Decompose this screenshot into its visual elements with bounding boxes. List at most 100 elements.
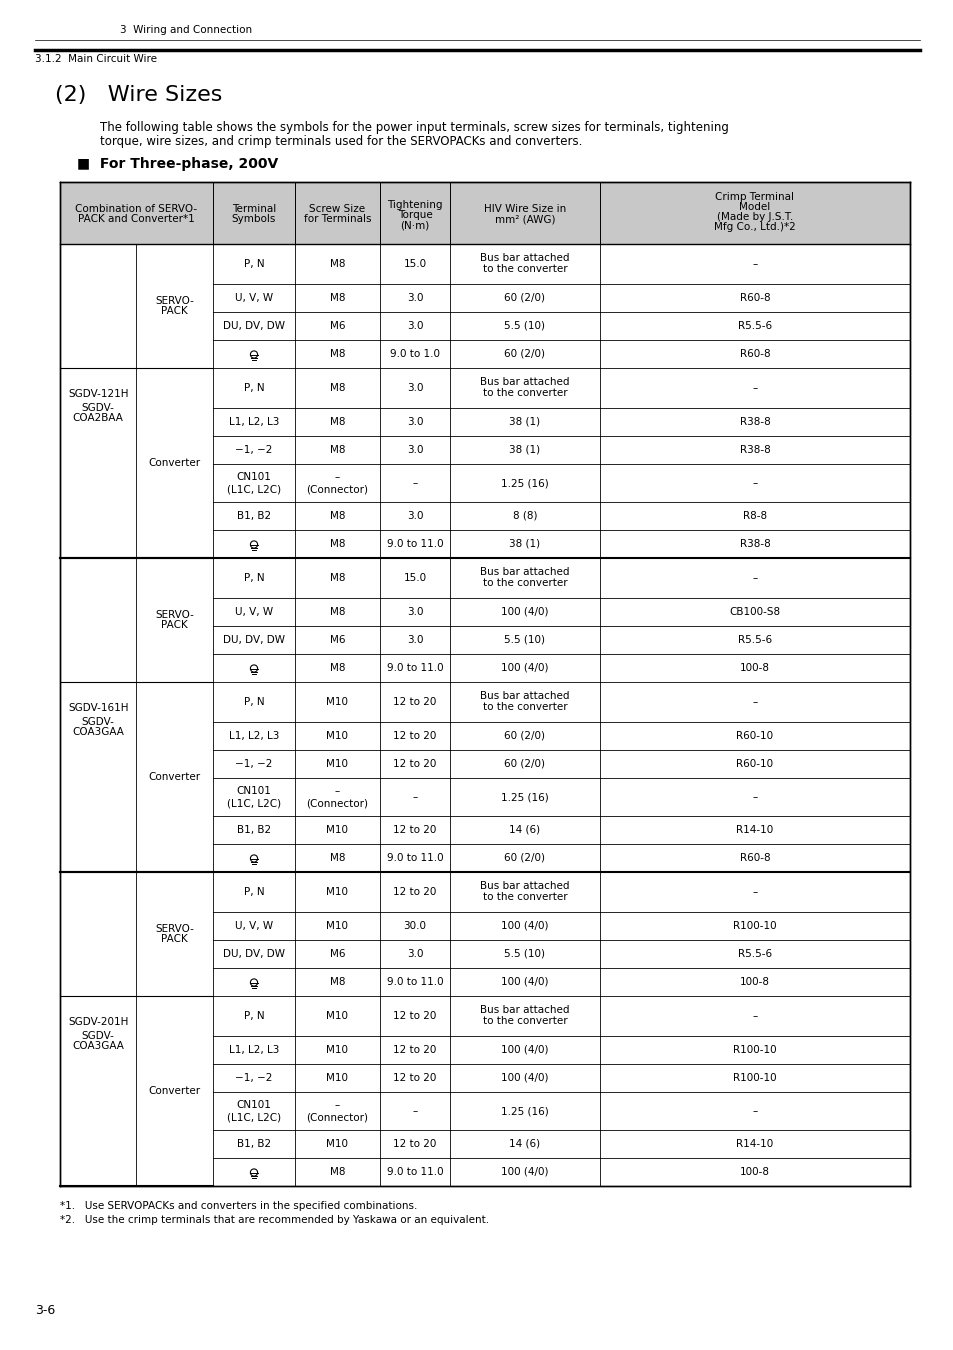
Text: 38 (1): 38 (1) bbox=[509, 417, 540, 427]
Text: R100-10: R100-10 bbox=[733, 921, 776, 931]
Text: COA3GAA: COA3GAA bbox=[72, 1041, 124, 1052]
Text: R14-10: R14-10 bbox=[736, 1139, 773, 1149]
Text: The following table shows the symbols for the power input terminals, screw sizes: The following table shows the symbols fo… bbox=[100, 122, 728, 135]
Text: R100-10: R100-10 bbox=[733, 1045, 776, 1054]
Text: R5.5-6: R5.5-6 bbox=[738, 321, 771, 331]
Text: 3.0: 3.0 bbox=[406, 446, 423, 455]
Text: 100 (4/0): 100 (4/0) bbox=[500, 1045, 548, 1054]
Text: SGDV-161H: SGDV-161H bbox=[68, 703, 129, 713]
Text: for Terminals: for Terminals bbox=[303, 215, 371, 224]
Text: L1, L2, L3: L1, L2, L3 bbox=[229, 417, 279, 427]
Text: M10: M10 bbox=[326, 1139, 348, 1149]
Text: 100 (4/0): 100 (4/0) bbox=[500, 921, 548, 931]
Text: 5.5 (10): 5.5 (10) bbox=[504, 634, 545, 645]
Text: L1, L2, L3: L1, L2, L3 bbox=[229, 1045, 279, 1054]
Text: Screw Size: Screw Size bbox=[309, 204, 365, 215]
Text: 12 to 20: 12 to 20 bbox=[393, 1045, 436, 1054]
Text: –: – bbox=[752, 572, 757, 583]
Text: to the converter: to the converter bbox=[482, 892, 567, 902]
Text: 9.0 to 11.0: 9.0 to 11.0 bbox=[386, 539, 443, 549]
Text: –: – bbox=[335, 1100, 340, 1110]
Text: M8: M8 bbox=[330, 572, 345, 583]
Text: Combination of SERVO-: Combination of SERVO- bbox=[75, 204, 197, 215]
Text: R60-10: R60-10 bbox=[736, 730, 773, 741]
Text: 12 to 20: 12 to 20 bbox=[393, 1139, 436, 1149]
Text: –: – bbox=[412, 1106, 417, 1116]
Text: 3.0: 3.0 bbox=[406, 293, 423, 302]
Text: to the converter: to the converter bbox=[482, 1017, 567, 1026]
Text: 12 to 20: 12 to 20 bbox=[393, 759, 436, 769]
Text: M8: M8 bbox=[330, 293, 345, 302]
Text: (L1C, L2C): (L1C, L2C) bbox=[227, 798, 281, 809]
Text: 100 (4/0): 100 (4/0) bbox=[500, 1073, 548, 1083]
Text: 100-8: 100-8 bbox=[740, 1166, 769, 1177]
Text: 100 (4/0): 100 (4/0) bbox=[500, 1166, 548, 1177]
Text: 9.0 to 11.0: 9.0 to 11.0 bbox=[386, 663, 443, 674]
Text: CN101: CN101 bbox=[236, 1100, 272, 1110]
Text: to the converter: to the converter bbox=[482, 387, 567, 398]
Text: *2.   Use the crimp terminals that are recommended by Yaskawa or an equivalent.: *2. Use the crimp terminals that are rec… bbox=[60, 1215, 489, 1224]
Text: 12 to 20: 12 to 20 bbox=[393, 887, 436, 896]
Text: –: – bbox=[752, 383, 757, 393]
Text: M8: M8 bbox=[330, 663, 345, 674]
Text: M10: M10 bbox=[326, 759, 348, 769]
Text: P, N: P, N bbox=[243, 259, 264, 269]
Text: −1, −2: −1, −2 bbox=[235, 759, 273, 769]
Text: SERVO-: SERVO- bbox=[155, 610, 194, 620]
Text: Converter: Converter bbox=[149, 458, 200, 468]
Text: 3.0: 3.0 bbox=[406, 417, 423, 427]
Text: Tightening: Tightening bbox=[387, 200, 442, 211]
Text: U, V, W: U, V, W bbox=[234, 921, 273, 931]
Text: PACK: PACK bbox=[161, 934, 188, 944]
Bar bbox=[60, 872, 213, 1187]
Text: Bus bar attached: Bus bar attached bbox=[479, 252, 569, 263]
Text: (L1C, L2C): (L1C, L2C) bbox=[227, 485, 281, 494]
Text: M8: M8 bbox=[330, 977, 345, 987]
Text: M8: M8 bbox=[330, 446, 345, 455]
Text: U, V, W: U, V, W bbox=[234, 293, 273, 302]
Text: –: – bbox=[752, 1011, 757, 1021]
Text: R100-10: R100-10 bbox=[733, 1073, 776, 1083]
Text: 9.0 to 1.0: 9.0 to 1.0 bbox=[390, 350, 439, 359]
Text: –: – bbox=[752, 887, 757, 896]
Text: M8: M8 bbox=[330, 539, 345, 549]
Text: R5.5-6: R5.5-6 bbox=[738, 949, 771, 958]
Text: P, N: P, N bbox=[243, 572, 264, 583]
Text: 3.0: 3.0 bbox=[406, 512, 423, 521]
Text: 38 (1): 38 (1) bbox=[509, 539, 540, 549]
Text: L1, L2, L3: L1, L2, L3 bbox=[229, 730, 279, 741]
Text: ■  For Three-phase, 200V: ■ For Three-phase, 200V bbox=[77, 157, 278, 171]
Text: SERVO-: SERVO- bbox=[155, 923, 194, 934]
Text: SGDV-: SGDV- bbox=[82, 1031, 114, 1041]
Text: P, N: P, N bbox=[243, 1011, 264, 1021]
Text: –: – bbox=[412, 792, 417, 802]
Text: 8 (8): 8 (8) bbox=[512, 512, 537, 521]
Text: R60-8: R60-8 bbox=[739, 293, 769, 302]
Text: (N·m): (N·m) bbox=[400, 220, 429, 230]
Text: PACK and Converter*1: PACK and Converter*1 bbox=[78, 215, 194, 224]
Text: to the converter: to the converter bbox=[482, 578, 567, 589]
Text: M8: M8 bbox=[330, 853, 345, 863]
Text: 12 to 20: 12 to 20 bbox=[393, 1073, 436, 1083]
Text: DU, DV, DW: DU, DV, DW bbox=[223, 634, 285, 645]
Text: M8: M8 bbox=[330, 383, 345, 393]
Text: to the converter: to the converter bbox=[482, 702, 567, 711]
Text: 60 (2/0): 60 (2/0) bbox=[504, 730, 545, 741]
Text: P, N: P, N bbox=[243, 887, 264, 896]
Text: 1.25 (16): 1.25 (16) bbox=[500, 1106, 548, 1116]
Text: 3.0: 3.0 bbox=[406, 321, 423, 331]
Text: Converter: Converter bbox=[149, 772, 200, 782]
Text: 30.0: 30.0 bbox=[403, 921, 426, 931]
Text: R14-10: R14-10 bbox=[736, 825, 773, 836]
Text: Bus bar attached: Bus bar attached bbox=[479, 377, 569, 387]
Text: R8-8: R8-8 bbox=[742, 512, 766, 521]
Text: 60 (2/0): 60 (2/0) bbox=[504, 853, 545, 863]
Text: R5.5-6: R5.5-6 bbox=[738, 634, 771, 645]
Text: COA3GAA: COA3GAA bbox=[72, 728, 124, 737]
Text: 3.0: 3.0 bbox=[406, 608, 423, 617]
Text: to the converter: to the converter bbox=[482, 265, 567, 274]
Text: 12 to 20: 12 to 20 bbox=[393, 697, 436, 707]
Text: Converter: Converter bbox=[149, 1085, 200, 1096]
Text: CN101: CN101 bbox=[236, 786, 272, 796]
Text: M6: M6 bbox=[330, 949, 345, 958]
